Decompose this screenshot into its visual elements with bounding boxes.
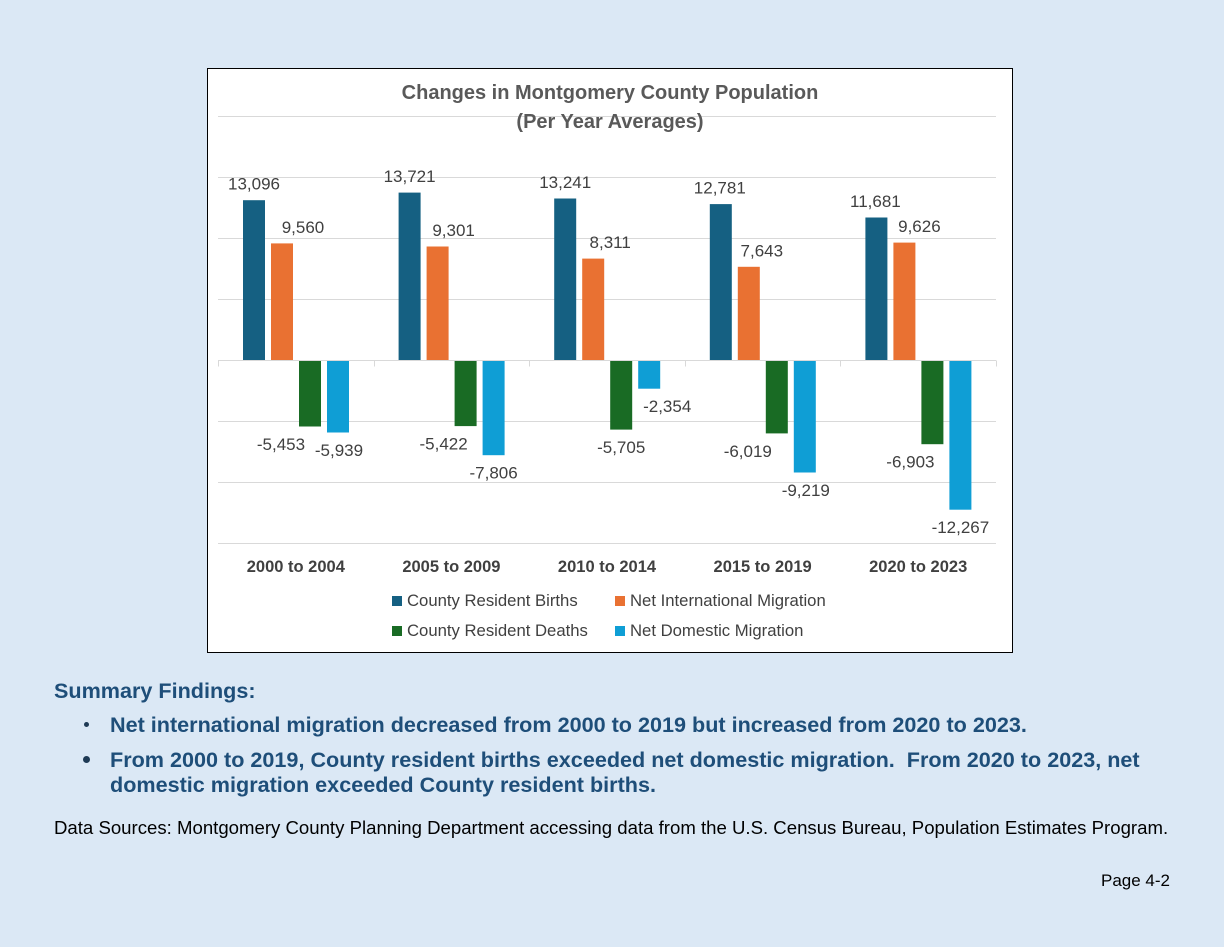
data-label-net-domestic-migration: -9,219 [782,481,830,500]
legend-label: County Resident Deaths [407,621,588,640]
page-number: Page 4-2 [1101,871,1170,890]
bar-net-international-migration-2015-to-2019 [737,266,760,360]
summary-bullet: From 2000 to 2019, County resident birth… [82,747,1185,797]
series-county-resident-deaths [299,360,944,445]
category-label: 2020 to 2023 [869,558,967,576]
legend-label: Net Domestic Migration [630,621,804,640]
bar-county-resident-births-2015-to-2019 [709,204,732,360]
data-label-county-resident-deaths: -5,422 [419,435,467,454]
data-label-net-domestic-migration: -7,806 [469,464,517,483]
bar-net-international-migration-2020-to-2023 [893,242,916,360]
summary-heading: Summary Findings: [54,678,256,703]
series-net-international-migration [271,242,916,360]
bar-county-resident-births-2020-to-2023 [865,217,888,360]
data-label-net-international-migration: 9,301 [432,221,475,240]
bar-county-resident-deaths-2000-to-2004 [299,360,321,427]
data-label-county-resident-births: 13,241 [539,173,591,192]
chart-title: Changes in Montgomery County Population [401,82,819,104]
data-label-county-resident-deaths: -6,903 [886,453,934,472]
data-label-county-resident-deaths: -5,453 [257,435,305,454]
legend-item-net-international-migration: Net International Migration [615,591,826,611]
data-label-net-international-migration: 9,626 [898,217,941,236]
data-label-county-resident-births: 13,096 [228,175,280,194]
bar-net-international-migration-2005-to-2009 [426,246,449,360]
legend-swatch [392,596,402,606]
bar-chart: 13,096 13,721 13,241 12,781 11,681 9,560 9,301… [218,116,997,576]
bar-net-domestic-migration-2000-to-2004 [327,360,349,433]
data-label-net-domestic-migration: -12,267 [932,518,990,537]
legend-swatch [615,596,625,606]
data-label-net-domestic-migration: -5,939 [315,441,363,460]
chart-frame: 13,096 13,721 13,241 12,781 11,681 9,560 9,301… [207,68,1013,653]
data-label-county-resident-births: 13,721 [384,167,436,186]
chart-subtitle: (Per Year Averages) [516,111,704,133]
summary-bullet-list: Net international migration decreased fr… [82,712,1185,797]
summary-bullet-text: Net international migration decreased fr… [110,712,1027,737]
legend-item-net-domestic-migration: Net Domestic Migration [615,621,803,641]
bar-county-resident-births-2000-to-2004 [243,200,265,360]
bullet-icon [82,756,90,763]
legend-item-county-resident-deaths: County Resident Deaths [392,621,588,641]
summary-bullet-text: From 2000 to 2019, County resident birth… [110,747,1146,797]
bullet-icon [83,722,89,727]
legend-label: Net International Migration [630,591,826,610]
series-net-domestic-migration [327,360,972,510]
series-county-resident-births [243,192,888,360]
data-sources-note: Data Sources: Montgomery County Planning… [54,817,1169,838]
bar-net-domestic-migration-2005-to-2009 [482,360,505,456]
bar-county-resident-deaths-2010-to-2014 [610,360,633,430]
bar-net-domestic-migration-2020-to-2023 [949,360,972,510]
data-label-county-resident-births: 12,781 [694,179,746,198]
bar-net-domestic-migration-2015-to-2019 [793,360,816,473]
legend-swatch [615,626,625,636]
category-label: 2000 to 2004 [247,558,346,576]
data-label-net-international-migration: 7,643 [741,241,784,260]
data-label-net-domestic-migration: -2,354 [643,397,691,416]
bar-net-international-migration-2000-to-2004 [271,243,293,360]
bar-net-domestic-migration-2010-to-2014 [638,360,661,389]
category-label: 2010 to 2014 [558,558,657,576]
bar-net-international-migration-2010-to-2014 [582,258,605,360]
data-label-county-resident-deaths: -6,019 [724,442,772,461]
legend-label: County Resident Births [407,591,578,610]
category-label: 2005 to 2009 [402,558,500,576]
legend-swatch [392,626,402,636]
bar-county-resident-births-2010-to-2014 [554,198,577,360]
data-label-net-international-migration: 8,311 [590,233,631,252]
bar-county-resident-births-2005-to-2009 [398,192,421,360]
data-label-county-resident-births: 11,681 [850,192,901,211]
data-label-net-international-migration: 9,560 [282,218,325,237]
bar-county-resident-deaths-2005-to-2009 [454,360,477,427]
category-label: 2015 to 2019 [714,558,812,576]
bar-county-resident-deaths-2015-to-2019 [765,360,788,434]
summary-bullet: Net international migration decreased fr… [83,712,1185,737]
data-label-county-resident-deaths: -5,705 [597,438,645,457]
bar-county-resident-deaths-2020-to-2023 [921,360,944,445]
legend-item-county-resident-births: County Resident Births [392,591,578,611]
